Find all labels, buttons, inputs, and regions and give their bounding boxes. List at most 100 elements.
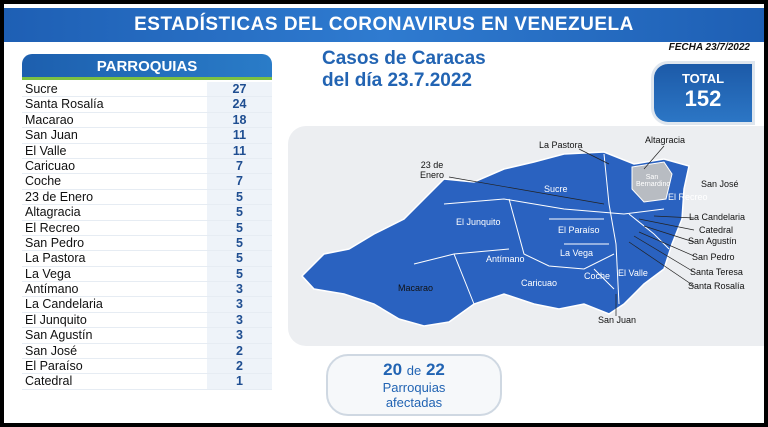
case-count: 5 — [207, 205, 272, 220]
map-label: El Paraíso — [558, 225, 600, 235]
callouts — [448, 145, 695, 316]
table-row: Caricuao 7 — [22, 158, 272, 175]
case-count: 2 — [207, 359, 272, 374]
parish-name: Altagracia — [25, 205, 81, 220]
table-row: 23 de Enero 5 — [22, 189, 272, 206]
table-row: La Vega 5 — [22, 266, 272, 283]
parish-name: Sucre — [25, 82, 58, 96]
map-label: Santa Teresa — [690, 267, 743, 277]
map-label: La Vega — [560, 248, 594, 258]
affected-count: 20 — [383, 360, 403, 379]
table-row: San Agustín 3 — [22, 328, 272, 344]
map-label: La Candelaria — [689, 212, 746, 222]
parish-name: La Pastora — [25, 251, 86, 266]
case-count: 1 — [207, 374, 272, 389]
table-header: PARROQUIAS — [22, 54, 272, 80]
case-count: 3 — [207, 312, 272, 328]
case-count: 11 — [207, 143, 272, 158]
map-label: Macarao — [398, 283, 434, 293]
parish-name: La Candelaria — [25, 297, 103, 312]
table-row: Altagracia 5 — [22, 205, 272, 221]
parish-name: San Agustín — [25, 328, 93, 343]
map-region — [631, 161, 673, 203]
map-label: San Agustín — [688, 236, 737, 246]
case-count: 3 — [207, 282, 272, 297]
parish-name: Catedral — [25, 374, 73, 389]
map-label: Altagracia — [645, 135, 686, 145]
footer-box: 20 de 22 Parroquias afectadas — [326, 354, 502, 416]
parish-name: Santa Rosalía — [25, 97, 104, 112]
parish-name: Coche — [25, 174, 62, 189]
map-label: El Junquito — [456, 217, 501, 227]
case-count: 3 — [207, 328, 272, 343]
map-label: El Valle — [618, 268, 648, 278]
affected-line: 20 de 22 — [328, 360, 500, 380]
case-count: 27 — [207, 82, 272, 97]
table-row: San Pedro 5 — [22, 235, 272, 252]
table-row: San José 2 — [22, 343, 272, 360]
subtitle: Casos de Caracas del día 23.7.2022 — [322, 48, 486, 92]
total-label: TOTAL — [681, 71, 725, 86]
map-shape — [300, 151, 690, 327]
map-label: San Pedro — [692, 252, 735, 262]
subtitle-line: del día 23.7.2022 — [322, 70, 472, 91]
total-parishes: 22 — [425, 360, 445, 379]
table-row: El Junquito 3 — [22, 312, 272, 329]
map-label: Caricuao — [521, 278, 558, 288]
parish-name: San José — [25, 343, 78, 358]
map-label: San José — [701, 179, 739, 189]
parish-name: Antímano — [25, 282, 79, 297]
table-row: Antímano 3 — [22, 282, 272, 298]
date: FECHA 23/7/2022 — [668, 42, 750, 53]
case-count: 18 — [207, 112, 272, 128]
map — [300, 145, 695, 327]
table-row: El Paraíso 2 — [22, 359, 272, 375]
case-count: 5 — [207, 220, 272, 235]
table-row: San Juan 11 — [22, 128, 272, 144]
map-label: La Pastora — [539, 140, 583, 150]
case-count: 5 — [207, 189, 272, 205]
case-count: 5 — [207, 251, 272, 266]
map-label: 23 de Enero — [419, 160, 445, 180]
map-label: San Juan — [598, 315, 637, 325]
parish-name: El Paraíso — [25, 359, 83, 374]
map-label: El Recreo — [668, 192, 708, 202]
case-count: 5 — [207, 235, 272, 251]
table-row: La Pastora 5 — [22, 251, 272, 267]
subtitle-line: Casos de Caracas — [322, 48, 486, 69]
table: Sucre 27 Santa Rosalía 24 Macarao 18 San Juan 1… — [22, 82, 272, 390]
of-word: de — [406, 363, 422, 378]
map-borders — [413, 153, 670, 305]
case-count: 7 — [207, 158, 272, 174]
map-label: Santa Rosalía — [688, 281, 745, 291]
case-count: 24 — [207, 97, 272, 112]
case-count: 5 — [207, 266, 272, 282]
parish-name: San Juan — [25, 128, 78, 143]
table-row: Sucre 27 — [22, 82, 272, 98]
parish-name: San Pedro — [25, 235, 85, 250]
map-label: Antímano — [486, 254, 525, 264]
parish-name: La Vega — [25, 266, 71, 281]
table-row: La Candelaria 3 — [22, 297, 272, 313]
map-label: San Bernardino — [636, 174, 671, 188]
table-row: El Valle 11 — [22, 143, 272, 159]
table-row: Santa Rosalía 24 — [22, 97, 272, 113]
case-count: 2 — [207, 343, 272, 359]
map-label: Catedral — [699, 225, 734, 235]
parish-name: 23 de Enero — [25, 189, 94, 204]
parish-name: El Valle — [25, 143, 67, 158]
map-label: Coche — [584, 271, 611, 281]
header-title: ESTADÍSTICAS DEL CORONAVIRUS EN VENEZUEL… — [4, 8, 764, 42]
footer-caption: Parroquias afectadas — [382, 380, 446, 410]
parish-name: El Junquito — [25, 312, 87, 327]
table-row: El Recreo 5 — [22, 220, 272, 236]
parish-name: Caricuao — [25, 158, 76, 173]
case-count: 3 — [207, 297, 272, 312]
map-label: Sucre — [544, 184, 568, 194]
case-count: 7 — [207, 174, 272, 189]
parish-name: El Recreo — [25, 220, 80, 235]
case-count: 11 — [207, 128, 272, 143]
table-row: Macarao 18 — [22, 112, 272, 129]
parish-name: Macarao — [25, 112, 74, 127]
